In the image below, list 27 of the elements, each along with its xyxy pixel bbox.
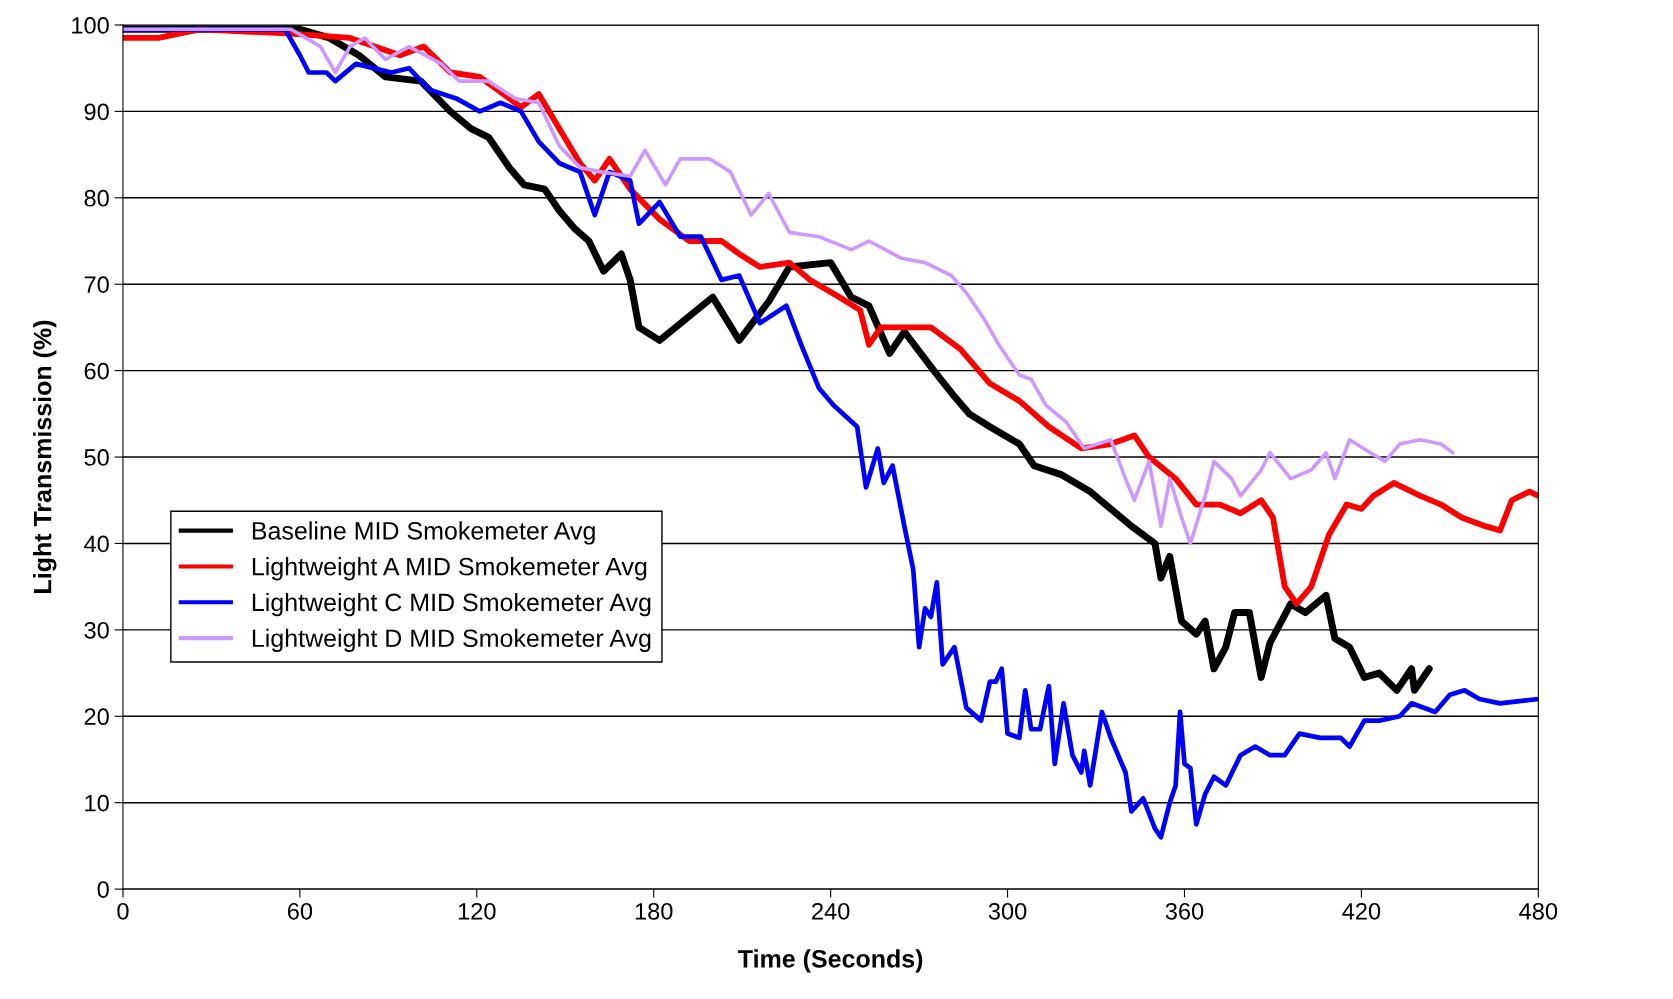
y-tick-label: 50 xyxy=(84,449,109,466)
x-tick-label: 120 xyxy=(458,902,496,920)
y-axis-title: Light Transmission (%) xyxy=(33,320,57,593)
y-tick-label: 100 xyxy=(72,17,109,34)
y-tick-label: 40 xyxy=(84,535,109,553)
x-tick-label: 60 xyxy=(287,902,313,920)
x-tick-label: 300 xyxy=(988,902,1027,920)
x-tick-label: 240 xyxy=(812,902,850,920)
legend-label: Lightweight C MID Smokemeter Avg xyxy=(252,592,651,617)
x-tick-label: 180 xyxy=(635,902,673,920)
y-tick-label: 0 xyxy=(97,881,109,898)
y-tick-label: 60 xyxy=(84,362,109,380)
y-tick-label: 80 xyxy=(84,189,109,207)
legend-label: Lightweight A MID Smokemeter Avg xyxy=(252,557,647,581)
y-tick-label: 70 xyxy=(84,276,109,293)
x-tick-label: 480 xyxy=(1519,902,1558,920)
x-axis-title: Time (Seconds) xyxy=(738,949,923,973)
y-tick-label: 30 xyxy=(84,621,109,639)
y-tick-label: 10 xyxy=(85,794,109,812)
x-tick-label: 360 xyxy=(1165,902,1204,920)
y-tick-label: 90 xyxy=(84,103,109,121)
line-series xyxy=(122,27,1455,546)
x-tick-label: 0 xyxy=(117,902,129,920)
y-tick-label: 20 xyxy=(84,708,109,726)
x-tick-label: 420 xyxy=(1342,902,1381,920)
legend-label: Lightweight D MID Smokemeter Avg xyxy=(252,628,651,653)
legend-label: Baseline MID Smokemeter Avg xyxy=(252,521,595,545)
